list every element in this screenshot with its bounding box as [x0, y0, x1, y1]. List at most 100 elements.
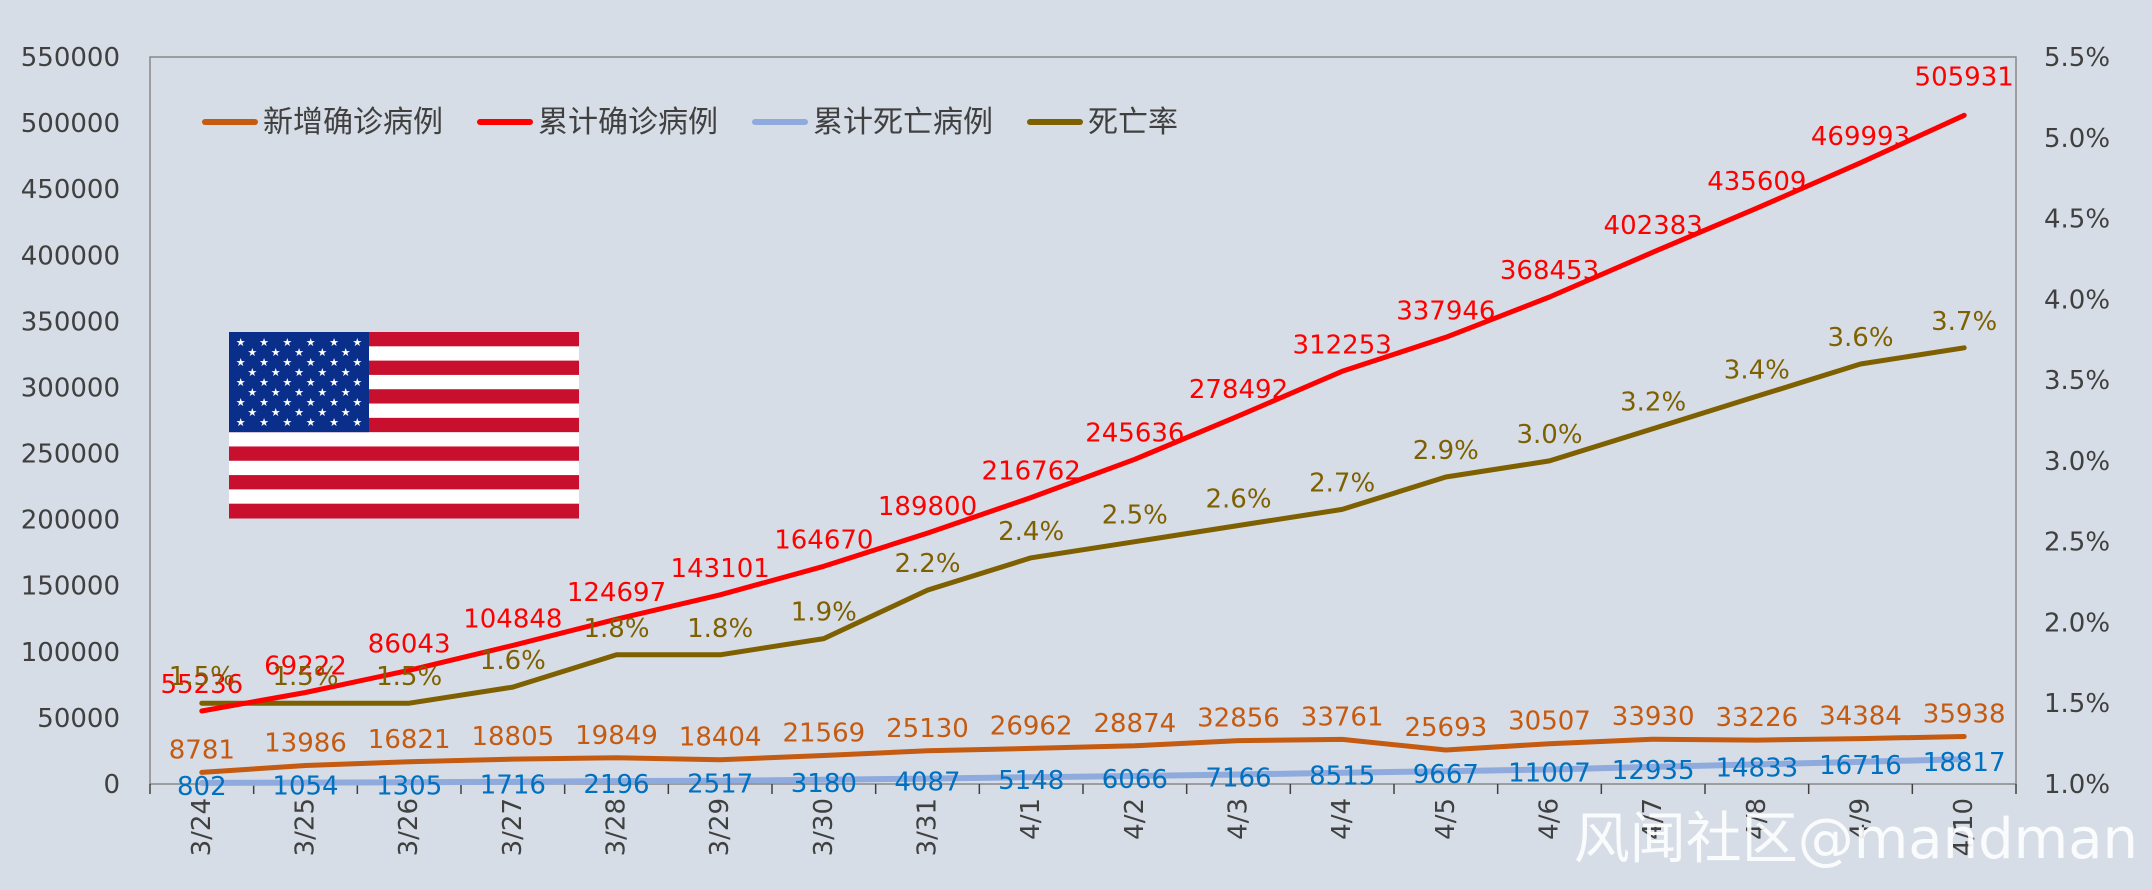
x-tick-label: 3/24: [187, 798, 217, 856]
data-label: 9667: [1413, 760, 1479, 790]
data-label: 2.4%: [998, 517, 1064, 547]
x-axis: 3/24 3/25 3/26 3/27 3/28 3/29 3/30 3/31 4/1 4/2 4/…: [149, 784, 2017, 856]
flag-canton: [229, 332, 369, 433]
data-label: 25130: [886, 714, 969, 744]
data-label: 21569: [782, 718, 865, 748]
legend-label: 死亡率: [1088, 105, 1178, 140]
data-label: 33226: [1715, 703, 1798, 733]
data-label: 1.5%: [169, 662, 235, 692]
data-label: 2517: [687, 770, 753, 800]
data-label: 1.9%: [791, 598, 857, 628]
data-label: 18404: [679, 723, 762, 753]
data-label: 19849: [575, 721, 658, 751]
x-tick-label: 3/31: [913, 798, 943, 856]
right-tick-label: 3.0%: [2044, 447, 2110, 477]
flag-stripe: [229, 475, 579, 490]
flag-star: ★: [352, 396, 362, 409]
series-lines: [198, 112, 1968, 786]
data-label: 7166: [1205, 764, 1271, 794]
flag-star: ★: [271, 386, 281, 399]
x-tick-label: 4/2: [1120, 798, 1150, 840]
legend-label: 累计确诊病例: [538, 105, 718, 140]
flag-star: ★: [352, 376, 362, 389]
x-tick-label: 3/29: [705, 798, 735, 856]
left-tick-label: 250000: [21, 440, 120, 470]
x-tick-label: 3/27: [498, 798, 528, 856]
data-label: 1305: [376, 771, 442, 801]
flag-star: ★: [247, 346, 257, 359]
flag-star: ★: [294, 346, 304, 359]
left-tick-label: 0: [103, 770, 120, 800]
legend-label: 新增确诊病例: [263, 105, 443, 140]
data-label: 245636: [1085, 418, 1184, 448]
legend-label: 累计死亡病例: [813, 105, 993, 140]
flag-star: ★: [247, 386, 257, 399]
right-tick-label: 5.5%: [2044, 43, 2110, 73]
data-label: 3.7%: [1931, 307, 1997, 337]
data-label: 3.4%: [1724, 355, 1790, 385]
series-line-1: [199, 112, 1967, 714]
data-label: 337946: [1396, 296, 1495, 326]
left-tick-label: 500000: [21, 109, 120, 139]
right-tick-label: 5.0%: [2044, 124, 2110, 154]
flag-star: ★: [329, 416, 339, 429]
data-label: 25693: [1404, 713, 1487, 743]
data-label: 1.5%: [376, 662, 442, 692]
right-tick-label: 4.0%: [2044, 285, 2110, 315]
series-line-0: [199, 734, 1967, 775]
flag-star: ★: [329, 376, 339, 389]
x-tick-label: 4/5: [1431, 798, 1461, 840]
data-label: 312253: [1293, 330, 1392, 360]
data-label: 3.6%: [1827, 323, 1893, 353]
flag-star: ★: [294, 386, 304, 399]
flag-stripe: [229, 432, 579, 447]
data-label: 3.0%: [1516, 420, 1582, 450]
flag-stripe: [229, 489, 579, 505]
data-label: 164670: [774, 525, 873, 555]
flag-star: ★: [352, 356, 362, 369]
flag-star: ★: [341, 366, 351, 379]
data-label: 2.2%: [894, 549, 960, 579]
data-label: 143101: [671, 554, 770, 584]
us-flag-icon: ★ ★ ★ ★ ★ ★★ ★ ★ ★ ★★ ★ ★ ★ ★ ★★ ★ ★ ★ ★★ ★ ★ ★ ★ ★★ ★ ★ ★ ★★ ★ ★ ★ ★ ★★…: [229, 332, 579, 519]
left-tick-label: 550000: [21, 43, 120, 73]
flag-star: ★: [352, 336, 362, 349]
flag-star: ★: [306, 396, 316, 409]
flag-star: ★: [329, 396, 339, 409]
x-tick-label: 3/25: [291, 798, 321, 856]
data-label: 3180: [791, 769, 857, 799]
flag-star: ★: [271, 366, 281, 379]
x-tick-label: 4/3: [1224, 798, 1254, 840]
flag-star: ★: [236, 376, 246, 389]
flag-star: ★: [341, 406, 351, 419]
data-label: 435609: [1707, 167, 1806, 197]
flag-star: ★: [282, 356, 292, 369]
right-tick-label: 2.0%: [2044, 608, 2110, 638]
flag-star: ★: [247, 366, 257, 379]
data-label: 2196: [583, 770, 649, 800]
data-labels: 8781 13986 16821 18805 19849 18404 21569 25130 2…: [160, 62, 2013, 802]
flag-star: ★: [282, 336, 292, 349]
data-label: 28874: [1093, 709, 1176, 739]
flag-star: ★: [306, 336, 316, 349]
flag-star: ★: [236, 336, 246, 349]
data-label: 69222: [264, 652, 347, 682]
data-label: 368453: [1500, 256, 1599, 286]
flag-star: ★: [259, 376, 269, 389]
data-label: 216762: [982, 456, 1081, 486]
flag-star: ★: [247, 406, 257, 419]
x-tick-label: 4/7: [1638, 798, 1668, 840]
data-label: 5148: [998, 766, 1064, 796]
data-label: 30507: [1508, 707, 1591, 737]
flag-star: ★: [329, 336, 339, 349]
data-label: 802: [177, 772, 227, 802]
watermark: 风闻社区@mandman: [1574, 807, 2138, 872]
data-label: 34384: [1819, 702, 1902, 732]
flag-star: ★: [341, 346, 351, 359]
flag-star: ★: [271, 406, 281, 419]
right-tick-label: 1.0%: [2044, 770, 2110, 800]
flag-star: ★: [259, 416, 269, 429]
data-label: 1054: [272, 772, 338, 802]
right-tick-label: 4.5%: [2044, 205, 2110, 235]
